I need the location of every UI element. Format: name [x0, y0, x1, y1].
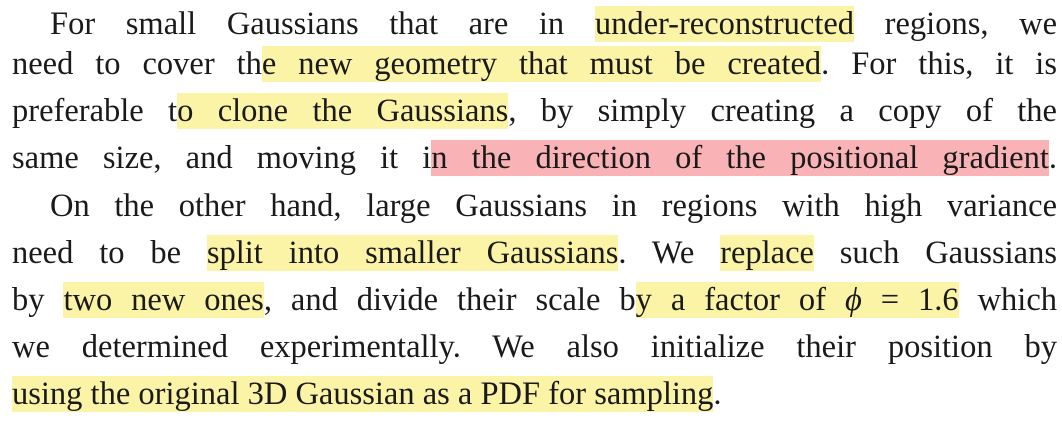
text-span: regions, we — [854, 6, 1057, 42]
highlight-yellow: using the original 3D Gaussian as a PDF … — [12, 376, 714, 412]
highlight-yellow: = 1.6 — [861, 282, 959, 318]
highlight-red: n the direction of the positional gradie… — [431, 140, 1049, 176]
paragraph-1-line-3: preferable to clone the Gaussians, by si… — [12, 87, 1057, 135]
highlight-yellow: e new geometry that must be created — [261, 46, 822, 82]
text-span: , by simply creating a copy of the — [508, 93, 1057, 129]
text-span: On the other hand, large Gaussians in re… — [50, 188, 1057, 224]
text-span: we determined experimentally. We also in… — [12, 329, 1057, 365]
text-span: same size, and moving it i — [12, 140, 432, 176]
text-span: . We — [618, 235, 721, 271]
text-span: For small Gaussians that are in — [50, 6, 595, 42]
text-span: need to cover th — [12, 46, 262, 82]
text-span: . — [713, 376, 722, 412]
text-span: , and divide their scale b — [263, 282, 636, 318]
highlight-yellow: o clone the Gaussians — [177, 93, 509, 129]
highlight-yellow: y a factor of — [635, 282, 845, 318]
paragraph-2-line-5: using the original 3D Gaussian as a PDF … — [12, 370, 1057, 418]
highlight-yellow: two new ones — [63, 282, 264, 318]
highlight-yellow: under-reconstructed — [594, 6, 855, 42]
text-span: need to be — [12, 235, 207, 271]
paragraph-2-line-1: On the other hand, large Gaussians in re… — [12, 182, 1057, 230]
highlight-yellow: split into smaller Gaussians — [206, 235, 619, 271]
text-span: preferable t — [12, 93, 178, 129]
paragraph-2-line-2: need to be split into smaller Gaussians.… — [12, 229, 1057, 277]
paragraph-2-line-3: by two new ones, and divide their scale … — [12, 276, 1057, 324]
paragraph-1-line-4: same size, and moving it in the directio… — [12, 134, 1057, 182]
paragraph-1-line-2: need to cover the new geometry that must… — [12, 40, 1057, 88]
paragraph-2-line-4: we determined experimentally. We also in… — [12, 323, 1057, 371]
text-span: . — [1048, 140, 1057, 176]
paragraph-1-line-1: For small Gaussians that are in under-re… — [12, 0, 1057, 48]
text-span: by — [12, 282, 64, 318]
text-span: . For this, it is — [821, 46, 1057, 82]
text-span: which — [958, 282, 1058, 318]
text-span: such Gaussians — [813, 235, 1057, 271]
math-phi-symbol: ϕ — [844, 282, 862, 318]
highlight-yellow: replace — [720, 235, 814, 271]
